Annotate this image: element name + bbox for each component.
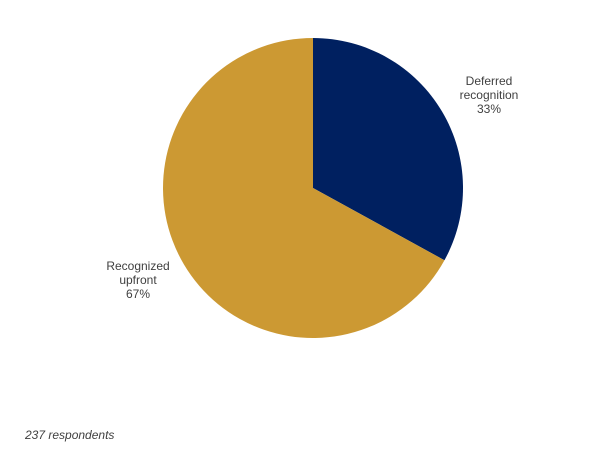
respondents-footnote: 237 respondents [25,428,115,442]
slice-label-1: Recognized upfront 67% [106,259,169,301]
slice-label-0-line-1: recognition [460,88,519,102]
pie-slice-1 [163,38,445,338]
slice-label-0-line-0: Deferred [466,74,513,88]
slice-label-0-line-2: 33% [477,102,501,116]
slice-label-1-line-0: Recognized [106,259,169,273]
slice-label-1-line-2: 67% [126,287,150,301]
slice-label-1-line-1: upfront [119,273,157,287]
slice-label-0: Deferred recognition 33% [460,74,519,116]
pie-slice-0 [313,38,464,261]
